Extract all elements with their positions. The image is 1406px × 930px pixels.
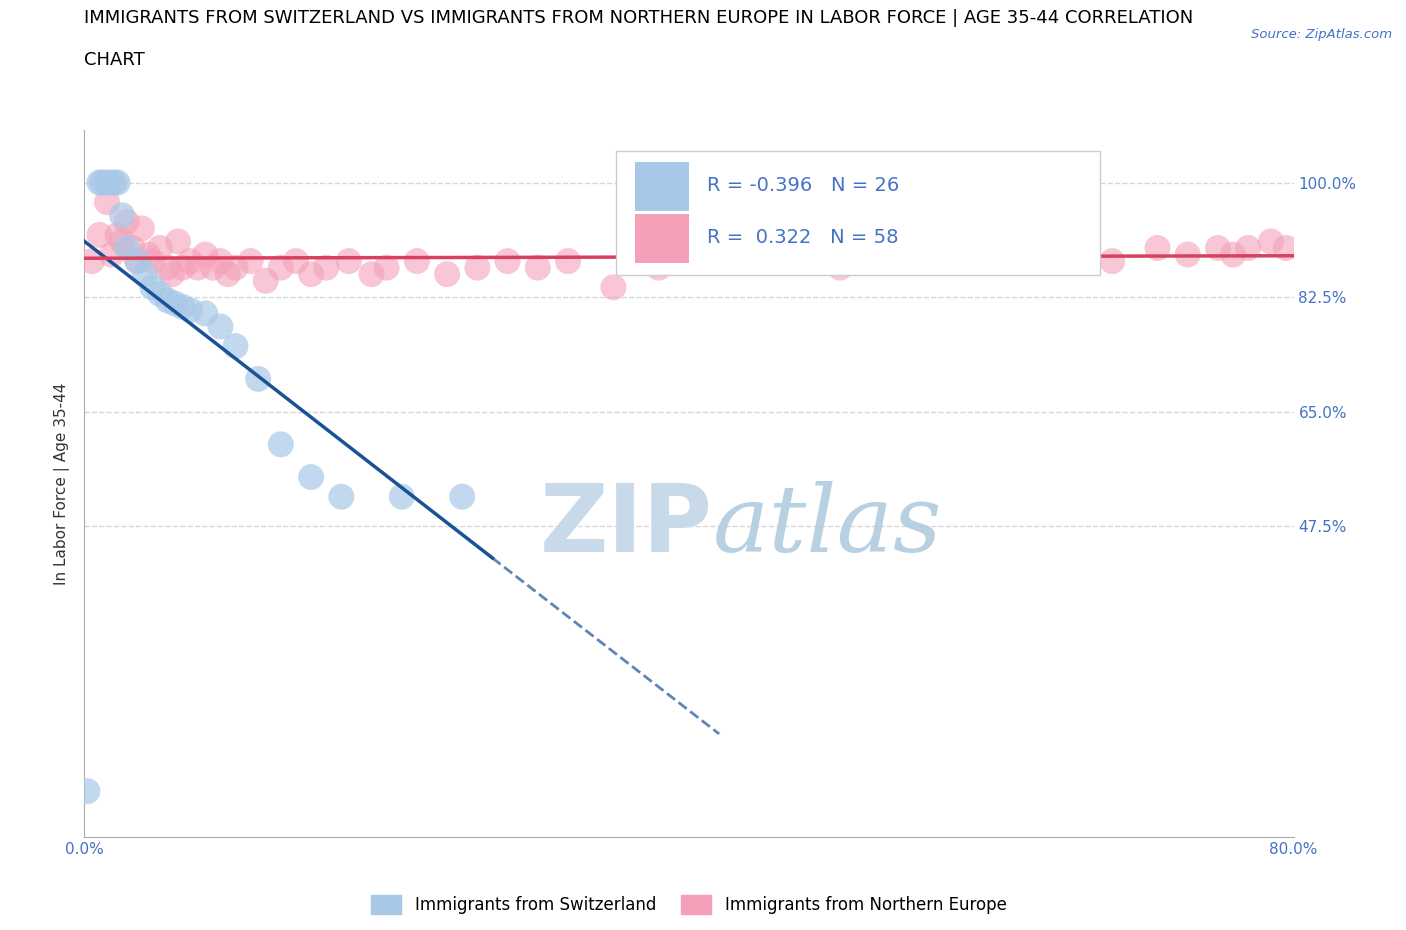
Point: [172, 299, 194, 314]
Point: [80, 254, 103, 269]
Point: [89, 228, 111, 243]
Point: [557, 254, 579, 269]
Point: [179, 254, 201, 269]
Point: [270, 437, 292, 452]
Point: [194, 247, 217, 262]
Point: [391, 489, 413, 504]
Point: [115, 241, 138, 256]
Point: [127, 254, 149, 269]
Point: [209, 319, 232, 334]
Point: [100, 247, 122, 262]
Point: [100, 175, 122, 190]
Point: [225, 339, 247, 353]
Point: [406, 254, 429, 269]
Point: [1327, 241, 1350, 256]
Point: [890, 254, 912, 269]
Point: [360, 267, 382, 282]
Point: [107, 175, 129, 190]
Point: [107, 228, 129, 243]
Point: [167, 234, 190, 249]
Point: [217, 267, 239, 282]
Point: [96, 175, 118, 190]
Point: [299, 470, 322, 485]
Point: [96, 194, 118, 209]
Point: [1101, 254, 1123, 269]
Text: R = -0.396   N = 26: R = -0.396 N = 26: [707, 176, 900, 194]
Point: [149, 286, 172, 301]
Point: [1010, 254, 1032, 269]
Point: [187, 260, 209, 275]
Point: [647, 260, 671, 275]
Point: [709, 254, 731, 269]
Point: [194, 306, 217, 321]
Point: [239, 254, 262, 269]
Point: [375, 260, 398, 275]
Point: [602, 280, 624, 295]
Text: IMMIGRANTS FROM SWITZERLAND VS IMMIGRANTS FROM NORTHERN EUROPE IN LABOR FORCE | : IMMIGRANTS FROM SWITZERLAND VS IMMIGRANT…: [84, 9, 1194, 27]
Point: [436, 267, 458, 282]
Point: [160, 267, 183, 282]
Point: [179, 303, 201, 318]
Point: [111, 234, 134, 249]
Point: [1146, 241, 1168, 256]
Point: [1260, 234, 1282, 249]
Y-axis label: In Labor Force | Age 35-44: In Labor Force | Age 35-44: [55, 382, 70, 585]
Text: CHART: CHART: [84, 51, 145, 69]
Point: [76, 784, 98, 799]
Point: [115, 215, 138, 230]
FancyBboxPatch shape: [634, 214, 689, 263]
Point: [451, 489, 474, 504]
Legend: Immigrants from Switzerland, Immigrants from Northern Europe: Immigrants from Switzerland, Immigrants …: [364, 888, 1014, 921]
Point: [315, 260, 337, 275]
Point: [156, 293, 179, 308]
Point: [91, 175, 114, 190]
Text: R =  0.322   N = 58: R = 0.322 N = 58: [707, 228, 898, 247]
Point: [254, 273, 277, 288]
Point: [141, 280, 163, 295]
Point: [270, 260, 292, 275]
Point: [337, 254, 360, 269]
Point: [950, 247, 973, 262]
Point: [141, 254, 163, 269]
Point: [201, 260, 224, 275]
Point: [127, 254, 149, 269]
Point: [134, 267, 156, 282]
Point: [1275, 241, 1298, 256]
Point: [284, 254, 308, 269]
Point: [1056, 247, 1078, 262]
Point: [111, 207, 134, 222]
Text: atlas: atlas: [713, 481, 942, 571]
Point: [330, 489, 353, 504]
Point: [1206, 241, 1229, 256]
Point: [769, 247, 792, 262]
FancyBboxPatch shape: [616, 152, 1099, 275]
FancyBboxPatch shape: [634, 162, 689, 211]
Point: [136, 247, 159, 262]
Point: [1305, 234, 1327, 249]
Point: [1237, 241, 1260, 256]
Point: [172, 260, 194, 275]
Point: [163, 296, 186, 311]
Point: [131, 221, 153, 236]
Point: [467, 260, 489, 275]
Point: [299, 267, 322, 282]
Point: [149, 241, 172, 256]
Point: [830, 260, 852, 275]
Point: [1222, 247, 1244, 262]
Point: [526, 260, 548, 275]
Point: [1177, 247, 1199, 262]
Point: [209, 254, 232, 269]
Point: [104, 175, 127, 190]
Point: [496, 254, 519, 269]
Text: Source: ZipAtlas.com: Source: ZipAtlas.com: [1251, 28, 1392, 41]
Point: [225, 260, 247, 275]
Point: [156, 260, 179, 275]
Point: [247, 371, 270, 386]
Point: [121, 241, 143, 256]
Text: ZIP: ZIP: [540, 480, 713, 572]
Point: [89, 175, 111, 190]
